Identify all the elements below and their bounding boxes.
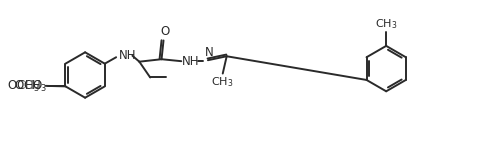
Text: NH: NH bbox=[182, 55, 200, 68]
Text: CH$_3$: CH$_3$ bbox=[211, 76, 234, 89]
Text: NH: NH bbox=[119, 49, 136, 62]
Text: CH$_3$: CH$_3$ bbox=[375, 17, 397, 31]
Text: N: N bbox=[205, 46, 213, 59]
Text: O: O bbox=[33, 79, 42, 92]
Text: OCH$_3$: OCH$_3$ bbox=[14, 79, 47, 94]
Text: OCH$_3$: OCH$_3$ bbox=[7, 79, 40, 94]
Text: O: O bbox=[160, 26, 169, 38]
